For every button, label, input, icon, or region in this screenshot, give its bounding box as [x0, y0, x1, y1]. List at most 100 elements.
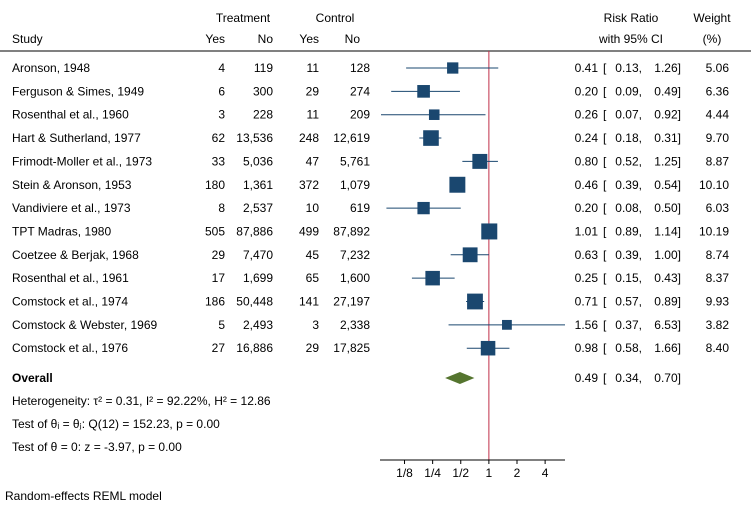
risk-ratio-ci-text: [ — [603, 84, 607, 98]
treatment-yes: 6 — [218, 84, 225, 98]
weight-value: 10.10 — [699, 178, 729, 192]
risk-ratio-ci-text: [ — [603, 224, 607, 238]
risk-ratio-ci-text: 1.66] — [654, 341, 681, 355]
study-name: Comstock et al., 1974 — [12, 295, 128, 309]
header-treatment-yes: Yes — [205, 32, 225, 46]
x-tick-label: 1 — [486, 466, 493, 480]
study-row: Aronson, 1948 4 119 11 128 0.41 [0.13, 1.26] 5.0… — [12, 61, 729, 75]
study-marker — [480, 340, 496, 356]
risk-ratio-ci-text: 0.37, — [615, 318, 642, 332]
study-marker — [417, 85, 430, 98]
header-weight-unit: (%) — [703, 32, 722, 46]
weight-value: 8.87 — [706, 154, 730, 168]
study-marker — [467, 293, 483, 310]
study-row: Stein & Aronson, 1953 180 1,361 372 1,079 0.4… — [12, 176, 729, 193]
treatment-yes: 17 — [212, 271, 226, 285]
study-row: Comstock et al., 1974 186 50,448 141 27,197 0… — [12, 293, 729, 310]
treatment-yes: 186 — [205, 295, 225, 309]
treatment-no: 7,470 — [243, 248, 273, 262]
study-row: Rosenthal et al., 1961 17 1,699 65 1,600 0.25… — [12, 270, 730, 286]
risk-ratio-ci-text: 0.43] — [654, 271, 681, 285]
study-marker — [447, 62, 459, 74]
risk-ratio-ci-text: 1.00] — [654, 248, 681, 262]
weight-value: 4.44 — [706, 108, 730, 122]
risk-ratio-ci-text: 1.25] — [654, 154, 681, 168]
overall-ci-text: 0.49 — [575, 371, 599, 385]
risk-ratio-ci-text: 0.15, — [615, 271, 642, 285]
control-yes: 45 — [306, 248, 320, 262]
treatment-yes: 180 — [205, 178, 225, 192]
header-control: Control — [316, 11, 355, 25]
header-control-no: No — [345, 32, 361, 46]
study-name: Aronson, 1948 — [12, 61, 90, 75]
control-yes: 11 — [307, 61, 320, 75]
risk-ratio-ci-text: 0.07, — [615, 108, 642, 122]
treatment-no: 300 — [253, 84, 273, 98]
control-yes: 248 — [299, 131, 319, 145]
overall-label: Overall — [12, 371, 53, 385]
control-no: 17,825 — [333, 341, 370, 355]
control-yes: 10 — [306, 201, 320, 215]
overall-diamond — [445, 372, 475, 384]
control-yes: 47 — [306, 154, 320, 168]
risk-ratio-ci-text: 0.26 — [575, 108, 599, 122]
control-no: 1,079 — [340, 178, 370, 192]
risk-ratio-ci-text: [ — [603, 108, 607, 122]
stat-heterogeneity: Heterogeneity: τ² = 0.31, I² = 92.22%, H… — [12, 394, 271, 408]
risk-ratio-ci-text: 0.89, — [615, 224, 642, 238]
study-row: Hart & Sutherland, 1977 62 13,536 248 12,619… — [12, 130, 729, 146]
risk-ratio-ci-text: 0.24 — [575, 131, 599, 145]
risk-ratio-ci-text: [ — [603, 131, 607, 145]
control-yes: 65 — [306, 271, 320, 285]
weight-value: 9.70 — [706, 131, 730, 145]
overall-ci-text: [ — [603, 371, 607, 385]
risk-ratio-ci-text: 0.20 — [575, 201, 599, 215]
risk-ratio-ci-text: 0.41 — [575, 61, 599, 75]
risk-ratio-ci-text: 0.50] — [654, 201, 681, 215]
overall-ci-text: 0.70] — [654, 371, 681, 385]
study-row: Coetzee & Berjak, 1968 29 7,470 45 7,232 0.63… — [12, 247, 730, 263]
risk-ratio-ci-text: 1.14] — [654, 224, 681, 238]
study-name: Vandiviere et al., 1973 — [12, 201, 131, 215]
treatment-no: 1,699 — [243, 271, 273, 285]
treatment-yes: 62 — [212, 131, 226, 145]
control-yes: 29 — [306, 84, 320, 98]
weight-value: 8.74 — [706, 248, 730, 262]
study-marker — [449, 176, 466, 193]
treatment-yes: 3 — [218, 108, 225, 122]
control-yes: 372 — [299, 178, 319, 192]
risk-ratio-ci-text: [ — [603, 295, 607, 309]
treatment-yes: 4 — [218, 61, 225, 75]
header-control-yes: Yes — [299, 32, 319, 46]
control-no: 128 — [350, 61, 370, 75]
risk-ratio-ci-text: 0.39, — [615, 178, 642, 192]
risk-ratio-ci-text: 0.49] — [654, 84, 681, 98]
x-tick-label: 1/8 — [396, 466, 413, 480]
treatment-no: 228 — [253, 108, 273, 122]
risk-ratio-ci-text: 0.09, — [615, 84, 642, 98]
risk-ratio-ci-text: [ — [603, 271, 607, 285]
footnote: Random-effects REML model — [5, 489, 162, 503]
header-treatment-no: No — [258, 32, 274, 46]
stat-q-test: Test of θᵢ = θⱼ: Q(12) = 152.23, p = 0.0… — [12, 417, 220, 431]
risk-ratio-ci-text: [ — [603, 178, 607, 192]
treatment-no: 13,536 — [236, 131, 273, 145]
weight-value: 8.40 — [706, 341, 730, 355]
treatment-yes: 33 — [212, 154, 226, 168]
treatment-no: 119 — [254, 61, 273, 75]
overall-ci-text: 0.34, — [615, 371, 642, 385]
treatment-no: 50,448 — [236, 295, 273, 309]
control-yes: 29 — [306, 341, 320, 355]
weight-value: 8.37 — [706, 271, 730, 285]
treatment-yes: 29 — [212, 248, 226, 262]
risk-ratio-ci-text: 6.53] — [654, 318, 681, 332]
x-tick-label: 1/4 — [424, 466, 441, 480]
study-marker — [417, 201, 430, 215]
control-no: 5,761 — [340, 154, 370, 168]
risk-ratio-ci-text: 0.80 — [575, 154, 599, 168]
treatment-no: 87,886 — [236, 224, 273, 238]
risk-ratio-ci-text: 0.18, — [615, 131, 642, 145]
study-name: Stein & Aronson, 1953 — [12, 178, 132, 192]
control-yes: 3 — [312, 318, 319, 332]
treatment-no: 2,493 — [243, 318, 273, 332]
